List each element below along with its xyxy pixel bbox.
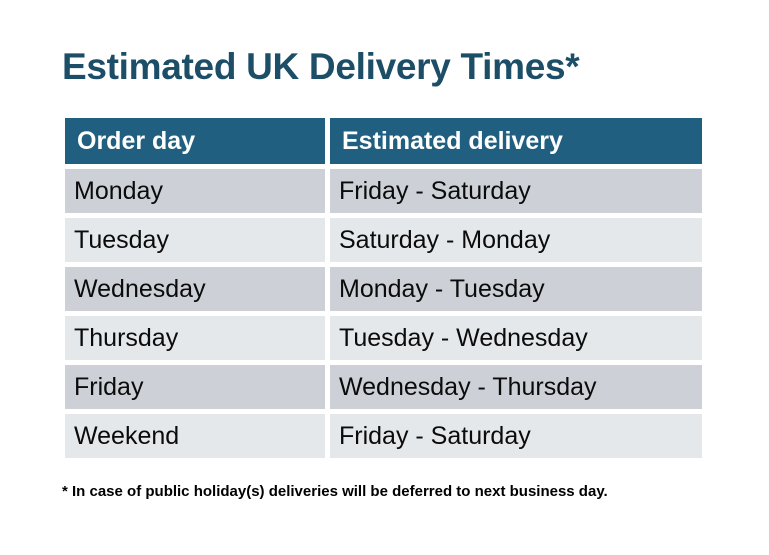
estimated-delivery-cell: Saturday - Monday — [330, 218, 702, 267]
table-header-row: Order day Estimated delivery — [65, 118, 702, 169]
delivery-times-table: Order day Estimated delivery Monday Frid… — [65, 118, 702, 463]
order-day-cell: Weekend — [65, 414, 330, 463]
estimated-delivery-cell: Wednesday - Thursday — [330, 365, 702, 414]
table-row: Friday Wednesday - Thursday — [65, 365, 702, 414]
column-header-estimated-delivery: Estimated delivery — [330, 118, 702, 169]
estimated-delivery-cell: Tuesday - Wednesday — [330, 316, 702, 365]
page-title: Estimated UK Delivery Times* — [62, 46, 580, 87]
estimated-delivery-cell: Friday - Saturday — [330, 414, 702, 463]
estimated-delivery-cell: Monday - Tuesday — [330, 267, 702, 316]
order-day-cell: Thursday — [65, 316, 330, 365]
column-header-order-day: Order day — [65, 118, 330, 169]
table-row: Monday Friday - Saturday — [65, 169, 702, 218]
table-row: Weekend Friday - Saturday — [65, 414, 702, 463]
table-row: Wednesday Monday - Tuesday — [65, 267, 702, 316]
estimated-delivery-cell: Friday - Saturday — [330, 169, 702, 218]
order-day-cell: Wednesday — [65, 267, 330, 316]
table-row: Thursday Tuesday - Wednesday — [65, 316, 702, 365]
order-day-cell: Monday — [65, 169, 330, 218]
order-day-cell: Tuesday — [65, 218, 330, 267]
table-row: Tuesday Saturday - Monday — [65, 218, 702, 267]
footnote: * In case of public holiday(s) deliverie… — [62, 483, 608, 500]
order-day-cell: Friday — [65, 365, 330, 414]
